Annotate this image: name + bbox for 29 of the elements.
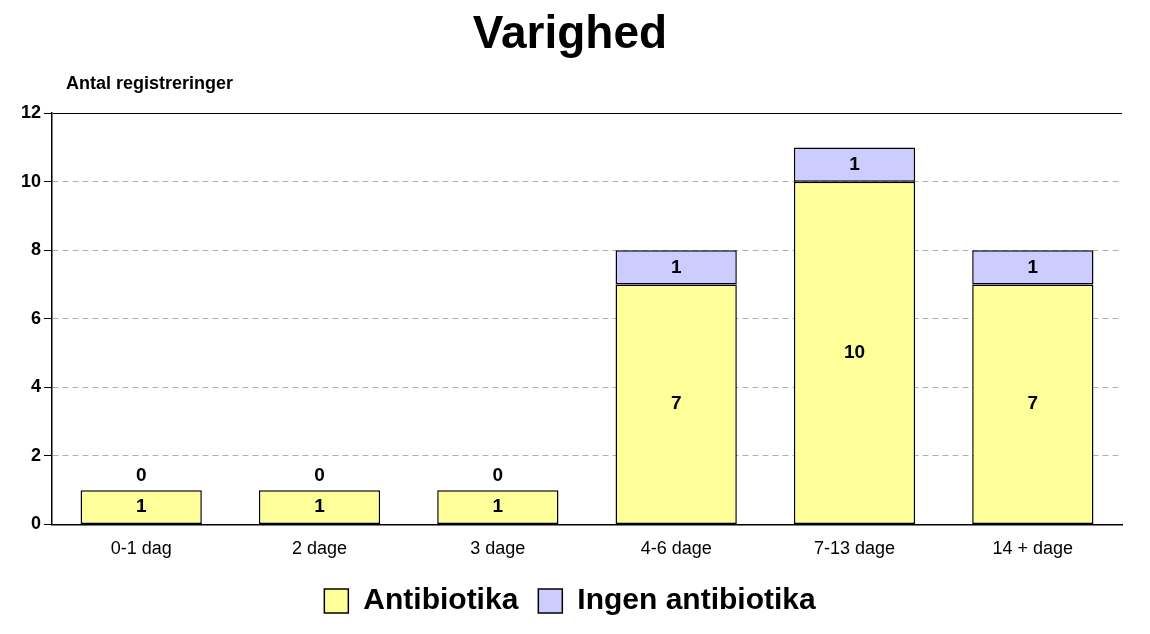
y-tick-label: 6 (31, 307, 42, 328)
data-label: 0 (314, 464, 325, 486)
x-tick-label: 4-6 dage (640, 538, 712, 559)
y-tick-label: 8 (31, 239, 42, 260)
data-label: 7 (1027, 392, 1039, 414)
x-tick-label: 3 dage (470, 538, 526, 559)
legend-label: Ingen antibiotika (577, 582, 816, 616)
data-label: 1 (314, 495, 326, 517)
data-label: 1 (135, 495, 147, 517)
data-label: 0 (492, 464, 504, 486)
y-tick-label: 0 (31, 513, 42, 534)
y-tick-label: 2 (31, 444, 42, 465)
x-tick-label: 0-1 dag (110, 538, 172, 559)
data-label: 1 (492, 495, 504, 517)
data-label: 1 (1027, 255, 1039, 277)
y-tick-label: 4 (31, 376, 42, 397)
y-axis-title: Antal registreringer (66, 73, 234, 94)
data-label: 1 (670, 255, 682, 277)
data-label: 7 (670, 392, 682, 414)
x-tick-label: 2 dage (291, 538, 348, 559)
data-label: 10 (843, 341, 866, 363)
y-tick-label: 12 (20, 102, 42, 123)
legend-label: Antibiotika (363, 582, 519, 616)
data-label: 0 (135, 464, 147, 486)
y-tick-label: 10 (20, 170, 42, 191)
x-tick-label: 14 + dage (992, 538, 1074, 559)
chart-title: Varighed (472, 6, 668, 59)
x-tick-label: 7-13 dage (813, 538, 896, 559)
data-label: 1 (849, 152, 861, 174)
